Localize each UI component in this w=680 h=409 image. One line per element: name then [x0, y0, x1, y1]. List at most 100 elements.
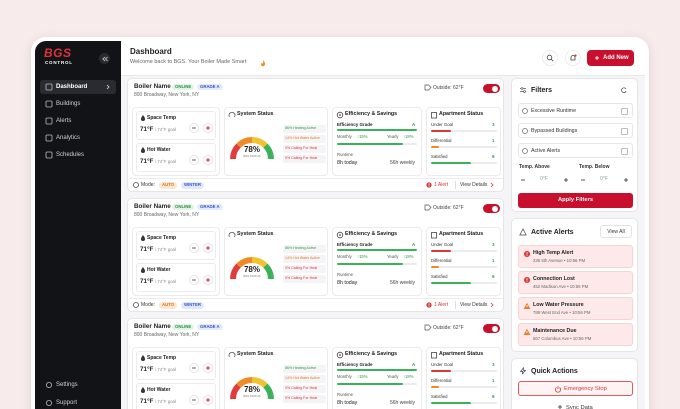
nav-item[interactable]: Support: [40, 396, 116, 409]
temp-label: Hot Water: [147, 386, 171, 393]
mode-badge: AUTO: [159, 182, 178, 189]
decrease-button[interactable]: [189, 123, 199, 133]
nav-item[interactable]: Dashboard: [40, 80, 116, 94]
outside-temp: Outside: 62°F: [433, 84, 464, 91]
icon: [430, 231, 438, 239]
decrease-button[interactable]: [189, 275, 199, 285]
card-footer-line: [128, 178, 503, 179]
side-card: Quick Actions Emergency Stop Sync Data: [511, 358, 638, 409]
icon-part: [251, 137, 268, 148]
icon-part: [45, 151, 53, 159]
increase-button[interactable]: [203, 155, 213, 165]
filter-option[interactable]: Active Alerts: [518, 143, 633, 158]
icon-part: [521, 179, 525, 180]
icon-part: [424, 84, 432, 91]
alert-item[interactable]: High Temp Alert 235 5th Avenue • 10:56 PM: [518, 245, 633, 268]
view-all-button[interactable]: View All: [600, 225, 632, 238]
temp-filter-label: Temp. Above: [519, 164, 550, 170]
icon-part: [45, 117, 53, 125]
nav-item[interactable]: Alerts: [40, 114, 116, 128]
icon-part: [336, 351, 344, 358]
emergency-stop-label: Emergency Stop: [564, 386, 607, 392]
alert-count: 1 Alert: [434, 182, 449, 188]
apartment-label: Differential: [431, 138, 452, 143]
nav-item[interactable]: Buildings: [40, 97, 116, 111]
status-legend-item: 86% Heating Active: [283, 125, 326, 133]
nav-item[interactable]: Analytics: [40, 131, 116, 145]
collapse-button[interactable]: [99, 53, 110, 64]
icon-part: [228, 111, 236, 117]
icon: [190, 124, 198, 132]
alert-item[interactable]: Connection Lost 452 Madison Ave • 10:56 P…: [518, 271, 633, 294]
icon-part: [141, 355, 145, 361]
alert-item[interactable]: Low Water Pressure 789 West End Ave • 10:…: [518, 297, 633, 320]
icon-part: [524, 251, 530, 257]
apply-filters-button[interactable]: Apply Filters: [518, 193, 633, 208]
add-new-label: Add New: [603, 55, 629, 61]
icon-part: [45, 100, 53, 108]
panel-title: Efficiency & Savings: [345, 110, 398, 117]
increase-button[interactable]: [203, 243, 213, 253]
boiler-address: 800 Broadway, New York, NY: [134, 332, 200, 338]
view-details-link[interactable]: View Details: [460, 302, 488, 308]
boiler-address: 800 Broadway, New York, NY: [134, 212, 200, 218]
emergency-stop-button[interactable]: Emergency Stop: [518, 381, 633, 396]
temp-filter-value[interactable]: 0°F: [600, 176, 608, 182]
alert-detail: 235 5th Avenue • 10:56 PM: [533, 258, 586, 263]
add-new-button[interactable]: Add New: [587, 50, 634, 66]
icon: [45, 399, 53, 407]
panel: System Status 78% BAS STATUS 86% Heating Ac…: [224, 107, 328, 176]
icon-part: [45, 100, 53, 108]
nav-item[interactable]: Schedules: [40, 148, 116, 162]
power-toggle[interactable]: [483, 324, 500, 333]
increase-button[interactable]: [203, 363, 213, 373]
icon: [620, 86, 628, 94]
panel-title: Efficiency & Savings: [345, 350, 398, 357]
decrease-button[interactable]: [189, 155, 199, 165]
filter-checkbox: [621, 147, 628, 155]
power-toggle[interactable]: [483, 204, 500, 213]
icon-part: [431, 231, 437, 238]
temp-filter-value[interactable]: 0°F: [540, 176, 548, 182]
notifications-button[interactable]: [565, 50, 581, 66]
icon: [132, 301, 140, 309]
yearly-value: ↑18%: [403, 134, 414, 139]
increase-button[interactable]: [203, 275, 213, 285]
icon: [521, 107, 529, 115]
progress-fill: [431, 370, 451, 372]
temp-goal: / 74°F goal: [155, 159, 176, 165]
icon: [562, 176, 570, 184]
filter-option[interactable]: Excessive Runtime: [518, 103, 633, 118]
decrease-button[interactable]: [189, 243, 199, 253]
yearly-label: Yearly: [387, 254, 399, 259]
icon-part: [336, 231, 344, 238]
apartment-label: Under Goal: [431, 242, 453, 247]
alert-count: 1 Alert: [434, 302, 449, 308]
icon-part: [141, 115, 145, 121]
decrease-button[interactable]: [189, 395, 199, 405]
increase-button[interactable]: [203, 395, 213, 405]
view-details-link[interactable]: View Details: [460, 182, 488, 188]
icon: [190, 244, 198, 252]
power-toggle[interactable]: [483, 84, 500, 93]
icon-part: [428, 186, 430, 187]
runtime-weekly: 56h weekly: [390, 400, 416, 406]
nav-item[interactable]: Settings: [40, 378, 116, 392]
progress-track: [431, 386, 497, 388]
icon-part: [192, 159, 196, 161]
alert-item[interactable]: Maintenance Due 567 Columbus Ave • 10:56 …: [518, 323, 633, 346]
progress-fill: [337, 369, 417, 371]
yearly-label: Yearly: [387, 374, 399, 379]
decrease-button[interactable]: [189, 363, 199, 373]
boiler-name: Boiler Name: [134, 323, 171, 330]
icon: [424, 84, 432, 92]
icon-part: [230, 137, 274, 160]
filter-option[interactable]: Bypassed Buildings: [518, 123, 633, 138]
efficiency-grade-label: Efficiency Grade: [337, 242, 373, 247]
sync-data-button[interactable]: Sync Data: [566, 405, 593, 409]
icon: [556, 403, 564, 409]
search-button[interactable]: [542, 50, 558, 66]
increase-button[interactable]: [203, 123, 213, 133]
icon-part: [251, 377, 268, 388]
icon-part: [45, 83, 53, 91]
